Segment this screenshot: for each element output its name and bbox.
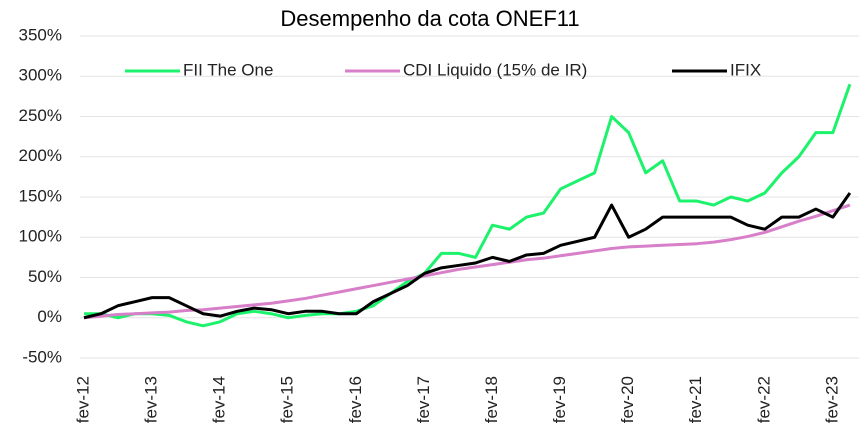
y-tick-label: 150% [19,186,62,205]
x-tick-label: fev-23 [822,376,841,423]
x-tick-label: fev-18 [482,376,501,423]
x-tick-label: fev-17 [414,376,433,423]
x-tick-label: fev-21 [686,376,705,423]
x-tick-label: fev-15 [278,376,297,423]
y-tick-label: 250% [19,106,62,125]
y-tick-label: -50% [22,347,62,366]
y-tick-label: 350% [19,25,62,44]
x-tick-label: fev-20 [618,376,637,423]
series-line [83,192,852,320]
x-tick-label: fev-14 [210,376,229,423]
x-tick-label: fev-22 [754,376,773,423]
y-tick-label: 50% [28,267,62,286]
y-tick-label: 0% [37,307,62,326]
legend-label: CDI Liquido (15% de IR) [403,60,587,79]
y-tick-label: 100% [19,227,62,246]
chart-title: Desempenho da cota ONEF11 [280,6,579,31]
x-tick-label: fev-16 [346,376,365,423]
y-tick-label: 200% [19,146,62,165]
x-tick-label: fev-13 [142,376,161,423]
series-line [84,83,852,328]
y-tick-label: 300% [19,66,62,85]
x-tick-label: fev-12 [73,376,92,423]
legend-label: FII The One [183,60,273,79]
legend-label: IFIX [730,60,761,79]
series-line [83,203,851,320]
x-tick-label: fev-19 [550,376,569,423]
